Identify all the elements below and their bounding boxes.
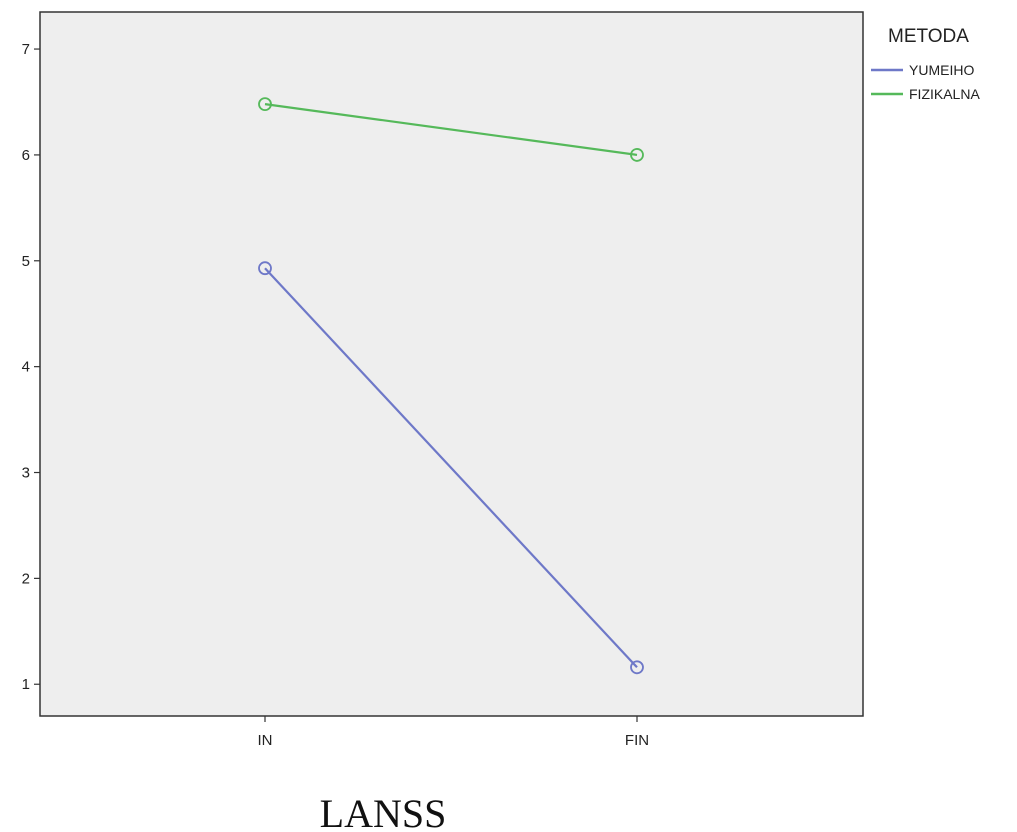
legend: METODA YUMEIHO FIZIKALNA xyxy=(871,26,980,102)
legend-label: YUMEIHO xyxy=(909,62,974,78)
data-point xyxy=(258,97,272,112)
data-point xyxy=(630,148,644,162)
y-tick-label: 7 xyxy=(22,41,30,58)
y-axis: 1 2 3 4 5 6 7 xyxy=(22,41,40,693)
y-tick-label: 2 xyxy=(22,570,30,587)
legend-title: METODA xyxy=(888,26,969,47)
data-point xyxy=(258,261,272,276)
plot-area xyxy=(39,11,864,717)
x-axis: IN FIN xyxy=(258,716,649,749)
y-tick-label: 3 xyxy=(22,465,30,482)
series-line-yumeiho xyxy=(264,267,638,669)
y-tick-label: 5 xyxy=(22,253,30,270)
data-point xyxy=(630,660,644,675)
x-tick-label: IN xyxy=(258,732,273,749)
series-line-fizikalna xyxy=(264,103,638,157)
series-layer xyxy=(258,97,644,675)
y-tick-label: 4 xyxy=(22,359,30,376)
y-tick-label: 1 xyxy=(22,676,30,693)
legend-label: FIZIKALNA xyxy=(909,86,980,102)
x-axis-label: LANSS xyxy=(320,791,447,832)
y-tick-label: 6 xyxy=(22,147,30,164)
x-tick-label: FIN xyxy=(625,732,649,749)
